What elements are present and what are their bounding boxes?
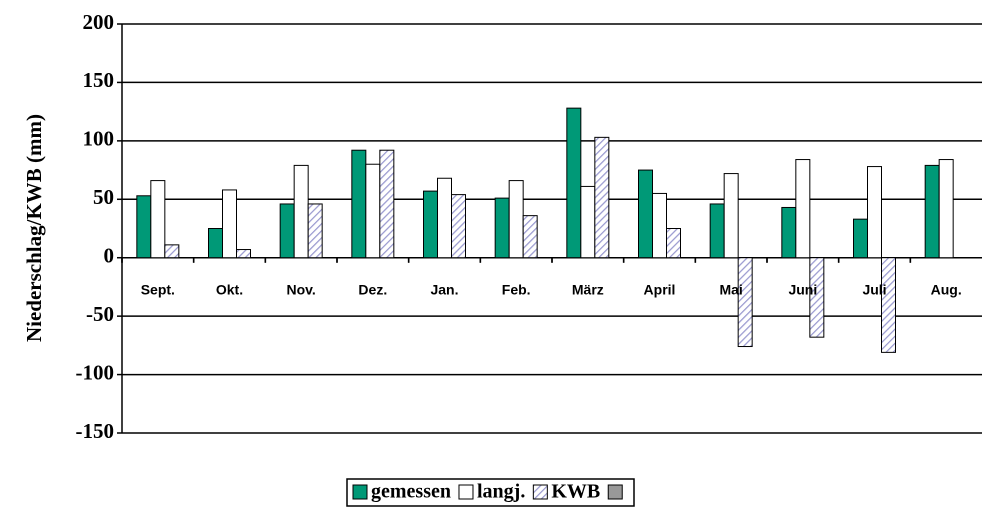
bar xyxy=(867,166,882,259)
bar xyxy=(594,136,610,259)
bar xyxy=(709,203,725,259)
bar xyxy=(737,257,753,348)
bar xyxy=(723,173,739,259)
x-tick-label: Sept. xyxy=(141,281,175,297)
legend-swatch xyxy=(352,484,368,500)
y-tick-label: -50 xyxy=(86,302,114,326)
x-tick-label: Nov. xyxy=(287,281,316,297)
bar xyxy=(365,163,381,259)
bar xyxy=(494,197,510,259)
bar xyxy=(351,149,367,259)
bar xyxy=(522,215,538,259)
bar xyxy=(150,180,166,259)
bar xyxy=(451,194,466,259)
x-tick-label: Okt. xyxy=(216,281,243,297)
x-tick-label: März xyxy=(572,281,604,297)
bar xyxy=(638,169,653,259)
bar xyxy=(164,244,180,259)
x-tick-label: April xyxy=(644,281,676,297)
bar xyxy=(881,257,896,353)
legend-swatch xyxy=(607,484,623,500)
bar xyxy=(652,192,667,259)
bar xyxy=(208,228,223,259)
y-tick-label: 150 xyxy=(83,68,115,92)
bar xyxy=(136,195,152,259)
legend-swatch xyxy=(458,484,474,500)
x-tick-label: Dez. xyxy=(358,281,387,297)
bar xyxy=(279,203,295,259)
x-tick-label: Jan. xyxy=(430,281,458,297)
bar xyxy=(853,218,868,259)
bar xyxy=(437,177,452,259)
bar xyxy=(423,190,438,259)
bar xyxy=(924,164,940,259)
bar xyxy=(293,164,309,259)
y-axis-label: Niederschlag/KWB (mm) xyxy=(22,114,46,342)
bar xyxy=(236,249,251,259)
x-tick-label: Juni xyxy=(788,281,817,297)
bar xyxy=(566,107,582,259)
bar xyxy=(666,228,681,259)
legend-label: gemessen xyxy=(371,481,451,503)
bar xyxy=(938,159,954,259)
legend-swatch xyxy=(532,484,548,500)
x-tick-label: Mai xyxy=(719,281,742,297)
bar xyxy=(580,185,596,259)
bar xyxy=(795,159,811,259)
legend-label: KWB xyxy=(551,481,600,503)
y-tick-label: -100 xyxy=(76,360,115,384)
legend-label: langj. xyxy=(477,481,525,503)
x-tick-label: Aug. xyxy=(931,281,962,297)
bar xyxy=(379,149,395,259)
y-tick-label: 100 xyxy=(83,127,115,151)
y-tick-label: 200 xyxy=(83,10,115,34)
x-tick-label: Feb. xyxy=(502,281,531,297)
bar xyxy=(222,189,237,259)
y-tick-label: 50 xyxy=(93,185,114,209)
bar xyxy=(508,180,524,259)
legend: gemessen langj. KWB xyxy=(346,478,635,507)
legend-box xyxy=(346,478,635,507)
y-tick-label: -150 xyxy=(76,419,115,443)
y-tick-label: 0 xyxy=(104,244,115,268)
bar xyxy=(307,203,323,259)
x-tick-label: Juli xyxy=(862,281,886,297)
bar xyxy=(781,206,797,259)
bar xyxy=(809,257,825,338)
